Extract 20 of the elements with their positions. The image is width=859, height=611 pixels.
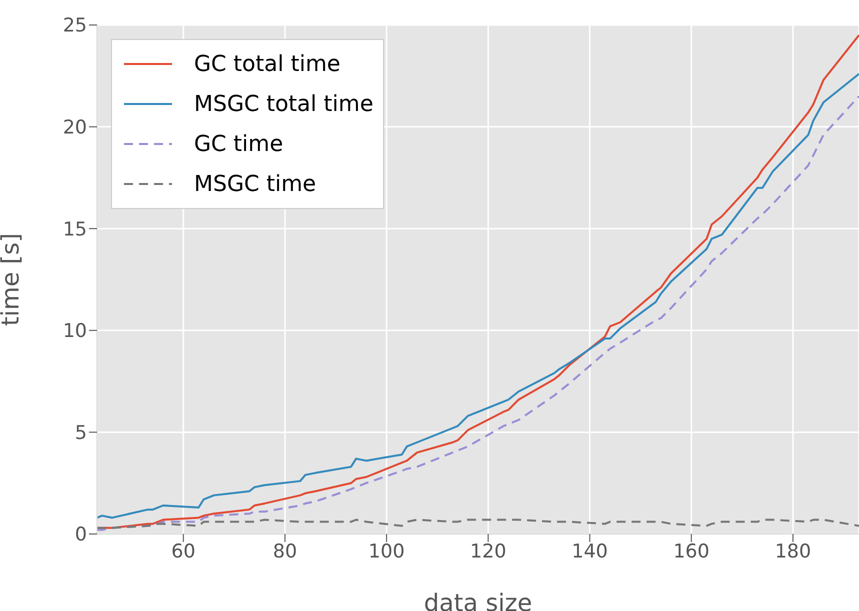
x-tick-label: 140 <box>572 540 608 562</box>
x-tick-label: 120 <box>470 540 506 562</box>
y-axis-title: time [s] <box>0 232 25 326</box>
x-tick-label: 60 <box>171 540 196 562</box>
y-tick-label: 5 <box>74 422 87 444</box>
y-tick-label: 10 <box>62 320 87 342</box>
line-series <box>97 518 859 529</box>
x-tick-label: 160 <box>673 540 710 562</box>
x-tick-label: 80 <box>272 540 298 562</box>
x-tick-label: 180 <box>774 540 812 562</box>
legend-label: MSGC time <box>194 172 316 196</box>
legend-label: GC total time <box>194 52 340 76</box>
y-tick-label: 20 <box>62 116 87 139</box>
x-tick-label: 100 <box>368 540 405 562</box>
y-tick-label: 15 <box>62 218 87 240</box>
legend-label: GC time <box>194 132 284 156</box>
legend-label: MSGC total time <box>194 92 374 116</box>
y-tick-label: 0 <box>74 524 87 546</box>
x-axis-title: data size <box>424 589 532 611</box>
y-tick-label: 25 <box>62 14 87 37</box>
